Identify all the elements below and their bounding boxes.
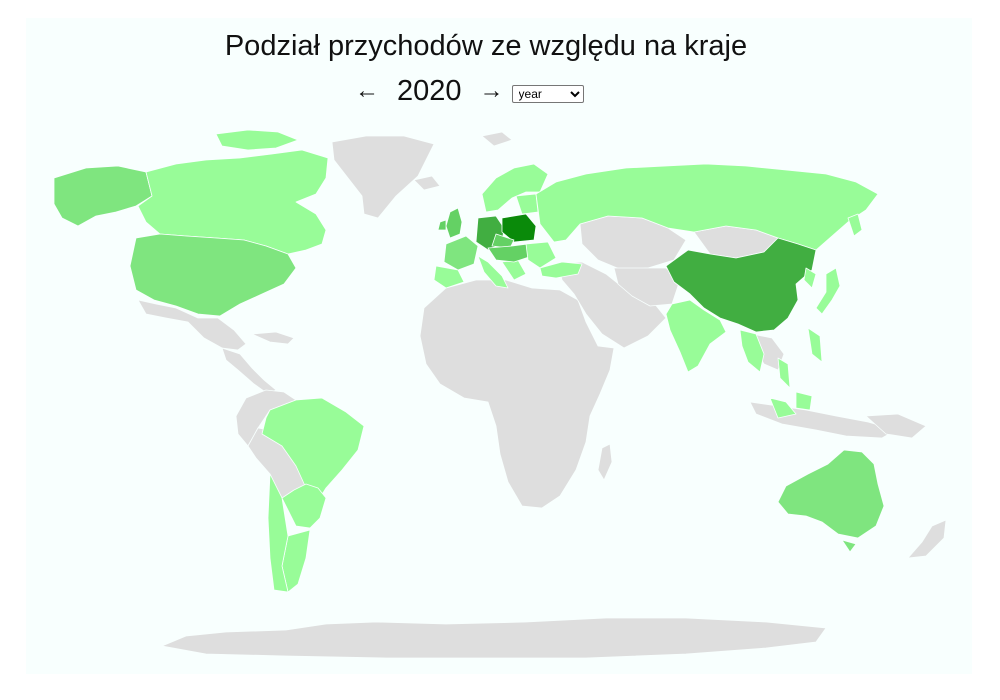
country-south-america-north[interactable] [235, 389, 297, 447]
country-madagascar[interactable] [597, 443, 613, 481]
map-panel: Podział przychodów ze względu na kraje ←… [26, 18, 972, 674]
country-japan-korea[interactable] [803, 213, 863, 315]
country-poland[interactable] [501, 213, 537, 243]
country-new-zealand[interactable] [907, 519, 947, 559]
period-select[interactable]: year [511, 85, 584, 103]
country-southeast-asia-partners[interactable] [739, 327, 823, 419]
country-caribbean[interactable] [251, 331, 295, 345]
country-france[interactable] [443, 235, 479, 271]
year-display: 2020 [397, 74, 462, 107]
country-russia[interactable] [535, 163, 879, 251]
country-svalbard[interactable] [481, 131, 513, 147]
country-middle-east[interactable] [557, 261, 667, 349]
country-canada[interactable] [137, 149, 329, 255]
country-greenland[interactable] [331, 135, 435, 219]
country-turkey[interactable] [539, 261, 583, 279]
previous-year-button[interactable]: ← [355, 77, 379, 104]
country-mexico[interactable] [137, 299, 247, 351]
country-chile[interactable] [267, 473, 289, 593]
year-navigation: ← 2020 → year [351, 73, 584, 109]
country-alaska[interactable] [53, 165, 153, 227]
country-united-states[interactable] [129, 233, 297, 317]
country-argentina[interactable] [281, 483, 327, 593]
country-iceland[interactable] [413, 175, 441, 191]
country-central-america[interactable] [221, 347, 277, 395]
country-africa[interactable] [419, 279, 615, 509]
world-map [53, 129, 947, 659]
country-antarctica[interactable] [161, 617, 827, 659]
page-title: Podział przychodów ze względu na kraje [224, 30, 748, 62]
country-australia[interactable] [777, 449, 885, 553]
country-india[interactable] [665, 299, 727, 373]
country-new-guinea[interactable] [865, 413, 927, 439]
country-brazil[interactable] [261, 397, 365, 505]
country-united-kingdom[interactable] [437, 207, 463, 239]
country-china[interactable] [665, 237, 817, 333]
next-year-button[interactable]: → [479, 77, 504, 104]
country-canada-islands[interactable] [215, 129, 299, 151]
